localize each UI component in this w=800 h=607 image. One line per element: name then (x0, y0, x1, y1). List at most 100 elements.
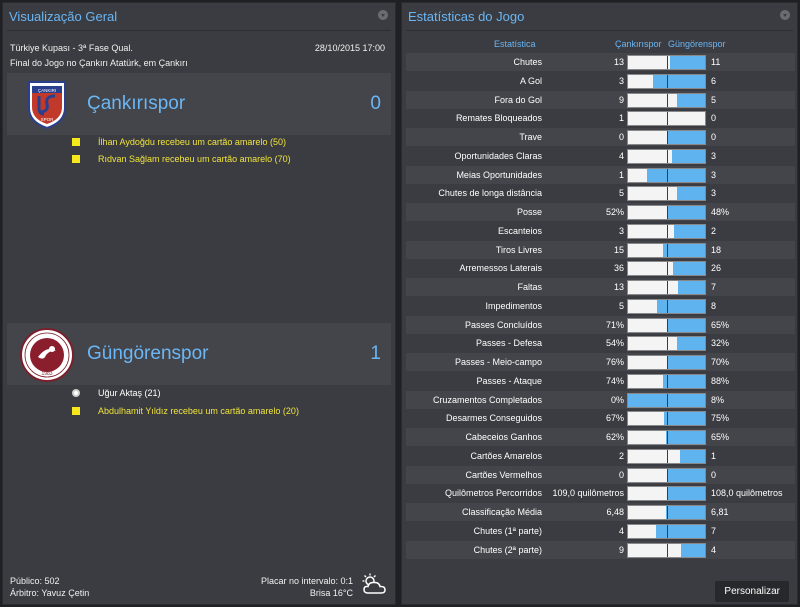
stat-row: Chutes de longa distância 5 3 (406, 184, 795, 202)
stats-col-away[interactable]: Güngörenspor (668, 39, 726, 49)
stat-row: Passes - Meio-campo 76% 70% (406, 353, 795, 371)
stat-home-bar (628, 168, 648, 182)
stats-col-home[interactable]: Çankırıspor (615, 39, 662, 49)
stat-away-value: 8% (711, 394, 725, 405)
stat-comparison-bar (627, 373, 706, 389)
stat-label: Passes - Defesa (475, 338, 542, 349)
home-team-name[interactable]: Çankırıspor (87, 93, 186, 114)
stat-label: Fora do Gol (494, 94, 542, 105)
stat-row: Arremessos Laterais 36 26 (406, 259, 795, 277)
stat-label: Chutes (1ª parte) (473, 525, 542, 536)
event-text[interactable]: Rıdvan Sağlam recebeu um cartão amarelo … (98, 154, 291, 164)
stat-home-value: 71% (605, 319, 624, 330)
stat-home-bar (628, 524, 656, 538)
stat-home-value: 0 (618, 132, 624, 142)
stat-label: Cartões Vermelhos (465, 469, 542, 480)
stat-row: Chutes (1ª parte) 4 7 (406, 522, 795, 540)
stat-row: Meias Oportunidades 1 3 (406, 165, 795, 184)
stat-comparison-bar (627, 467, 706, 483)
stat-home-bar (628, 543, 682, 557)
overview-panel: Visualização Geral Türkiye Kupası - 3ª F… (2, 2, 396, 605)
home-team-score: 0 (370, 93, 381, 114)
attendance: Público: 502 (10, 576, 60, 586)
stat-label: Desarmes Conseguidos (445, 413, 542, 424)
stat-home-value: 9 (618, 94, 624, 105)
stat-label: A Gol (519, 75, 542, 86)
panel-menu-icon[interactable] (780, 10, 790, 20)
stat-label: Chutes de longa distância (438, 188, 542, 199)
stat-home-bar (628, 449, 680, 463)
stat-comparison-bar (627, 261, 706, 277)
stat-home-value: 2 (618, 450, 624, 461)
stat-row: A Gol 3 6 (406, 72, 795, 90)
competition-name: Türkiye Kupası - 3ª Fase Qual. (10, 43, 133, 53)
stat-row: Chutes 13 11 (406, 53, 795, 71)
away-crest-year: 1983 (41, 371, 52, 377)
stat-bar-midline (666, 243, 668, 257)
stat-home-bar (628, 299, 658, 313)
stat-home-value: 52% (605, 207, 624, 217)
stat-label: Escanteios (497, 225, 542, 236)
stat-bar-midline (666, 543, 668, 557)
home-event-2: Rıdvan Sağlam recebeu um cartão amarelo … (72, 154, 291, 164)
stat-away-value: 26 (711, 263, 722, 274)
match-description: Final do Jogo no Çankırı Atatürk, em Çan… (10, 58, 188, 68)
stat-comparison-bar (627, 55, 706, 70)
stat-bar-midline (666, 468, 668, 482)
away-crest-icon: 1983 (20, 328, 74, 382)
stat-comparison-bar (627, 130, 706, 145)
stat-away-value: 32% (711, 338, 730, 349)
event-text[interactable]: Uğur Aktaş (21) (98, 388, 161, 398)
stat-home-value: 76% (605, 357, 624, 367)
home-team-row[interactable]: ÇANKIRI SPOR Çankırıspor 0 (7, 73, 391, 135)
stat-bar-midline (666, 56, 668, 69)
stat-home-bar (628, 149, 672, 163)
match-conditions-footer: Placar no intervalo: 0:1 Brisa 16°C (261, 575, 353, 599)
stat-bar-midline (666, 131, 668, 144)
stat-away-value: 65% (711, 432, 730, 442)
match-date: 28/10/2015 17:00 (314, 43, 385, 53)
stat-label: Arremessos Laterais (459, 263, 542, 274)
stat-row: Desarmes Conseguidos 67% 75% (406, 409, 795, 427)
panel-menu-icon[interactable] (378, 10, 388, 20)
stat-home-value: 54% (605, 338, 624, 349)
home-event-1: İlhan Aydoğdu recebeu um cartão amarelo … (72, 137, 286, 147)
customize-button[interactable]: Personalizar (715, 581, 789, 602)
stat-row: Cartões Vermelhos 0 0 (406, 465, 795, 484)
stat-comparison-bar (627, 223, 706, 239)
stat-row: Chutes (2ª parte) 9 4 (406, 540, 795, 559)
stat-home-bar (628, 431, 666, 444)
event-text[interactable]: İlhan Aydoğdu recebeu um cartão amarelo … (98, 137, 286, 147)
stat-home-value: 1 (618, 113, 624, 124)
stat-label: Posse (516, 207, 542, 217)
stat-bar-midline (666, 487, 668, 501)
stat-home-bar (628, 93, 678, 107)
stat-label: Passes - Ataque (476, 375, 542, 386)
away-team-row[interactable]: 1983 Güngörenspor 1 (7, 323, 391, 385)
weather: Brisa 16°C (309, 588, 353, 598)
stat-home-value: 6,48 (606, 507, 624, 517)
stat-comparison-bar (627, 317, 706, 333)
stat-comparison-bar (627, 448, 706, 464)
stat-home-value: 0 (618, 469, 624, 480)
stat-home-bar (628, 131, 667, 144)
stat-label: Cabeceios Ganhos (465, 432, 542, 442)
away-team-score: 1 (370, 343, 381, 364)
stat-bar-midline (666, 112, 668, 126)
stat-label: Faltas (517, 282, 542, 292)
stat-away-value: 0 (711, 132, 717, 142)
stat-bar-midline (666, 431, 668, 444)
stat-away-value: 7 (711, 282, 717, 292)
goal-ball-icon (72, 389, 80, 397)
home-crest-text-2: SPOR (41, 117, 55, 122)
cloud-sun-icon (362, 573, 386, 594)
stat-comparison-bar (627, 411, 706, 427)
stat-bar-midline (666, 318, 668, 332)
stat-away-value: 65% (711, 319, 730, 330)
stat-comparison-bar (627, 205, 706, 220)
stats-col-stat[interactable]: Estatística (494, 39, 536, 49)
event-text[interactable]: Abdulhamit Yıldız recebeu um cartão amar… (98, 406, 299, 416)
away-team-name[interactable]: Güngörenspor (87, 343, 209, 364)
stat-row: Impedimentos 5 8 (406, 297, 795, 315)
stat-home-bar (628, 74, 654, 88)
